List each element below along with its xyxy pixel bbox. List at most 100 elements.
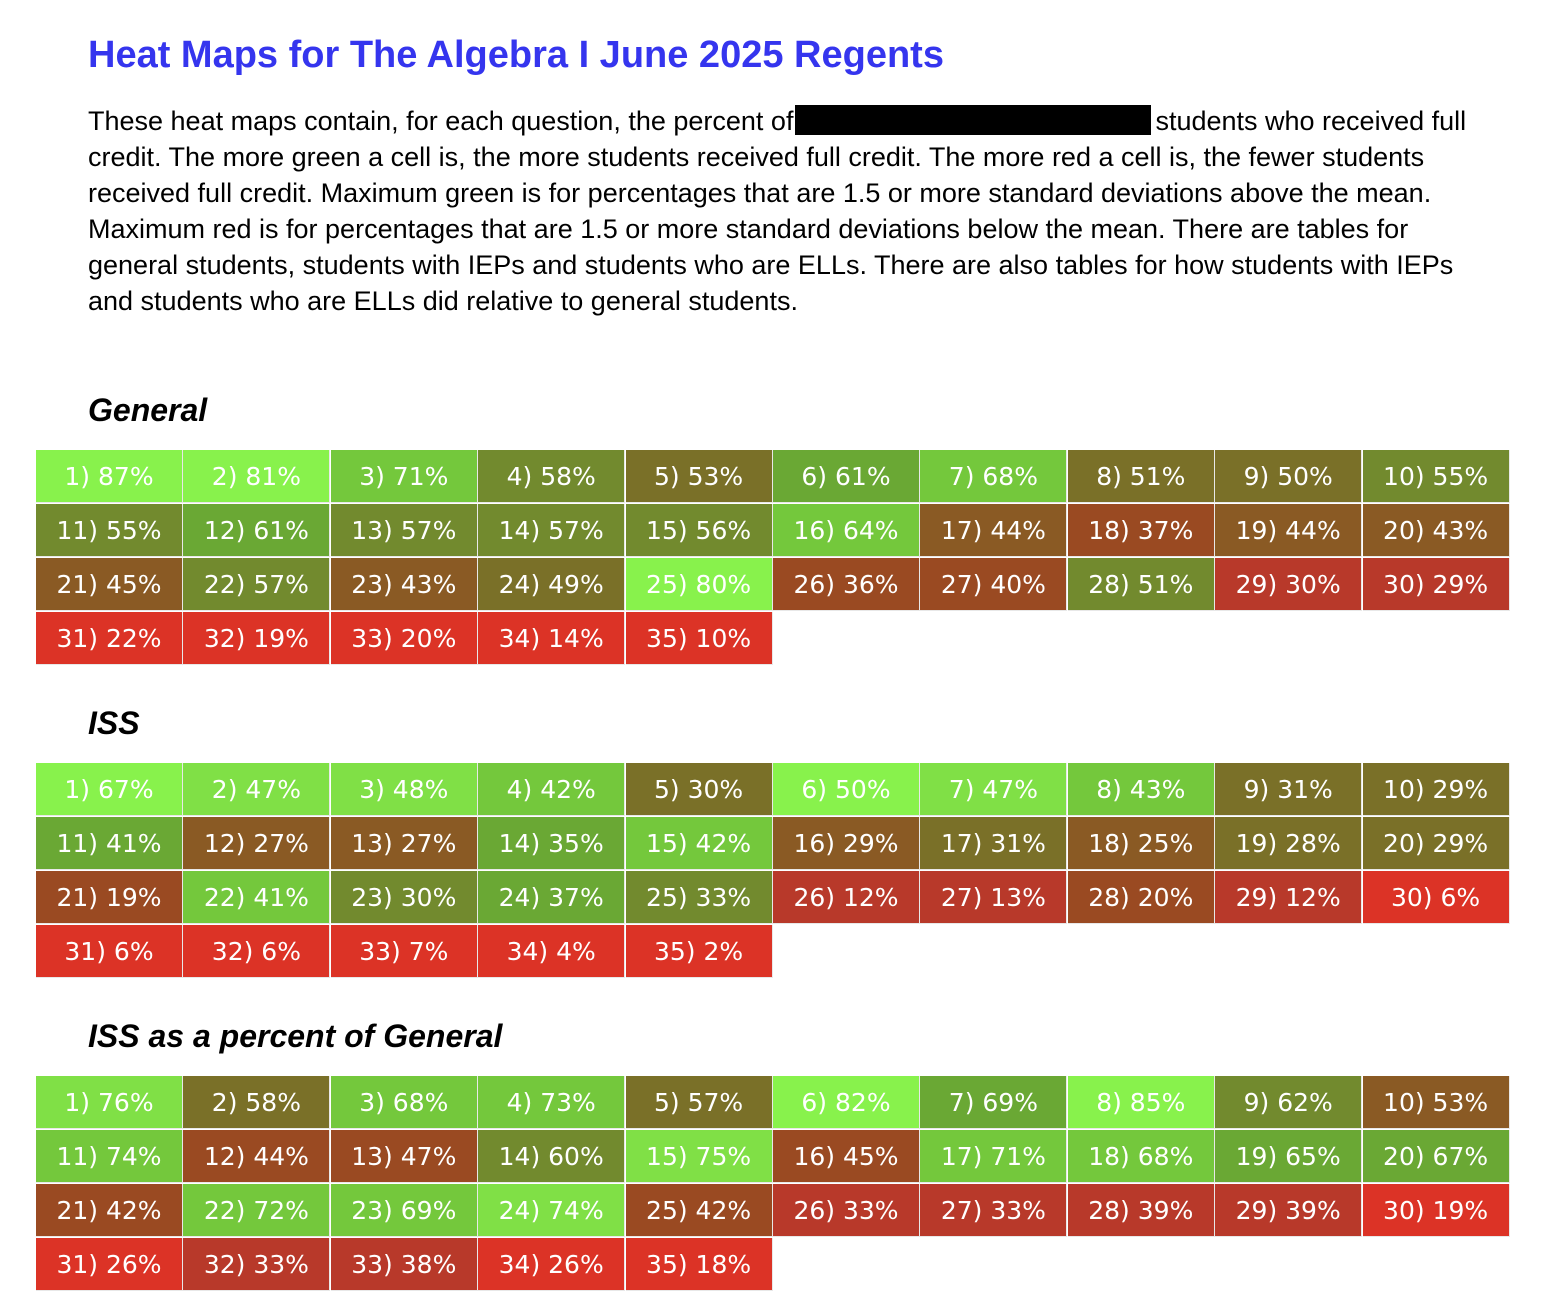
heat-map-cell: 14) 60% <box>478 1130 626 1183</box>
heat-map-cell: 12) 44% <box>183 1130 331 1183</box>
heat-map-cell: 12) 61% <box>183 504 331 557</box>
intro-text: These heat maps contain, for each questi… <box>88 106 794 136</box>
heat-map-cell: 8) 51% <box>1067 450 1215 503</box>
intro: These heat maps contain, for each questi… <box>88 103 1488 319</box>
heat-map-cell: 7) 47% <box>920 763 1068 816</box>
heat-map-cell: 3) 48% <box>330 763 478 816</box>
title: Heat Maps for The Algebra I June 2025 Re… <box>88 34 944 76</box>
heat-map-cell: 23) 69% <box>330 1184 478 1237</box>
heat-map-cell: 11) 41% <box>36 817 183 870</box>
heat-map-cell: 19) 44% <box>1215 504 1363 557</box>
heat-map-cell: 1) 87% <box>36 450 183 503</box>
heat-map-cell: 18) 68% <box>1067 1130 1215 1183</box>
heat-map-cell: 34) 26% <box>478 1238 626 1291</box>
heat-map-cell: 20) 67% <box>1362 1130 1510 1183</box>
heat-map-cell: 10) 29% <box>1362 763 1510 816</box>
heat-map-cell: 22) 72% <box>183 1184 331 1237</box>
heat-map-cell: 12) 27% <box>183 817 331 870</box>
heat-map-cell: 25) 33% <box>625 871 773 924</box>
heat-map-cell: 9) 50% <box>1215 450 1363 503</box>
heat-map-cell: 4) 73% <box>478 1076 626 1129</box>
heat-map-cell: 18) 37% <box>1067 504 1215 557</box>
heat-map-cell: 1) 76% <box>36 1076 183 1129</box>
heat-map-cell: 27) 13% <box>920 871 1068 924</box>
heat-map-cell: 6) 61% <box>773 450 920 503</box>
table-heading: General <box>88 392 208 428</box>
heat-map-cell: 13) 47% <box>330 1130 478 1183</box>
heat-map-cell: 15) 56% <box>625 504 773 557</box>
heat-map-cell: 28) 51% <box>1067 558 1215 611</box>
heat-map-cell: 2) 81% <box>183 450 331 503</box>
heat-map-cell: 8) 43% <box>1067 763 1215 816</box>
heat-map-cell: 34) 4% <box>478 925 626 978</box>
heat-map-cell: 3) 71% <box>330 450 478 503</box>
heat-map-cell: 21) 45% <box>36 558 183 611</box>
heat-map-cell: 13) 27% <box>330 817 478 870</box>
heat-map-cell: 3) 68% <box>330 1076 478 1129</box>
heat-map-cell: 19) 65% <box>1215 1130 1363 1183</box>
heat-map-cell: 15) 42% <box>625 817 773 870</box>
heat-map-cell: 6) 82% <box>773 1076 920 1129</box>
heat-map-cell: 31) 26% <box>36 1238 183 1291</box>
heat-map-cell: 26) 36% <box>773 558 920 611</box>
heat-map-cell: 30) 29% <box>1362 558 1510 611</box>
heat-map-cell: 33) 7% <box>330 925 478 978</box>
heat-map-cell: 33) 38% <box>330 1238 478 1291</box>
heat-map-cell: 16) 45% <box>773 1130 920 1183</box>
heat-map-cell: 4) 58% <box>478 450 626 503</box>
heat-map-cell: 22) 41% <box>183 871 331 924</box>
heat-map-cell: 6) 50% <box>773 763 920 816</box>
heat-map-cell: 11) 74% <box>36 1130 183 1183</box>
heat-map-cell: 21) 42% <box>36 1184 183 1237</box>
heat-map-cell: 13) 57% <box>330 504 478 557</box>
heat-map-cell: 10) 53% <box>1362 1076 1510 1129</box>
intro-text: students who received full credit. The m… <box>88 106 1467 316</box>
heat-map-cell: 5) 53% <box>625 450 773 503</box>
heat-map-cell: 33) 20% <box>330 612 478 665</box>
heat-map-cell: 29) 30% <box>1215 558 1363 611</box>
heat-map-cell: 27) 40% <box>920 558 1068 611</box>
heat-map-cell: 30) 6% <box>1362 871 1510 924</box>
heat-map-cell: 15) 75% <box>625 1130 773 1183</box>
heat-map-cell: 7) 68% <box>920 450 1068 503</box>
heat-map-cell: 9) 62% <box>1215 1076 1363 1129</box>
heat-map-cell: 26) 12% <box>773 871 920 924</box>
heat-map-cell: 2) 47% <box>183 763 331 816</box>
heat-map-cell: 16) 29% <box>773 817 920 870</box>
heat-map-cell: 32) 33% <box>183 1238 331 1291</box>
heat-map-cell: 29) 12% <box>1215 871 1363 924</box>
table-heading: ISS <box>88 705 140 741</box>
heat-map-cell: 4) 42% <box>478 763 626 816</box>
heat-map-cell: 29) 39% <box>1215 1184 1363 1237</box>
heat-map-cell: 25) 42% <box>625 1184 773 1237</box>
heat-map-cell: 31) 6% <box>36 925 183 978</box>
heat-map-cell: 27) 33% <box>920 1184 1068 1237</box>
heat-map-cell: 34) 14% <box>478 612 626 665</box>
heat-map-cell: 17) 31% <box>920 817 1068 870</box>
heat-map-cell: 14) 57% <box>478 504 626 557</box>
heat-map-cell: 1) 67% <box>36 763 183 816</box>
heat-map-cell: 8) 85% <box>1067 1076 1215 1129</box>
heat-map-cell: 24) 49% <box>478 558 626 611</box>
heat-map-cell: 5) 30% <box>625 763 773 816</box>
heat-map-cell: 30) 19% <box>1362 1184 1510 1237</box>
heat-map-cell: 23) 30% <box>330 871 478 924</box>
heat-map-cell: 35) 10% <box>625 612 773 665</box>
heat-map-cell: 22) 57% <box>183 558 331 611</box>
heat-map-cell: 32) 6% <box>183 925 331 978</box>
heat-map-cell: 20) 43% <box>1362 504 1510 557</box>
heat-map-cell: 17) 44% <box>920 504 1068 557</box>
heat-map-cell: 35) 18% <box>625 1238 773 1291</box>
heat-map-cell: 7) 69% <box>920 1076 1068 1129</box>
heat-map-cell: 24) 74% <box>478 1184 626 1237</box>
heat-map-cell: 28) 20% <box>1067 871 1215 924</box>
heat-map-cell: 28) 39% <box>1067 1184 1215 1237</box>
heat-map-cell: 20) 29% <box>1362 817 1510 870</box>
heat-map-cell: 11) 55% <box>36 504 183 557</box>
table-heading: ISS as a percent of General <box>88 1018 503 1054</box>
heat-map-cell: 31) 22% <box>36 612 183 665</box>
heat-map-cell: 5) 57% <box>625 1076 773 1129</box>
heat-map-cell: 32) 19% <box>183 612 331 665</box>
heat-map-cell: 26) 33% <box>773 1184 920 1237</box>
